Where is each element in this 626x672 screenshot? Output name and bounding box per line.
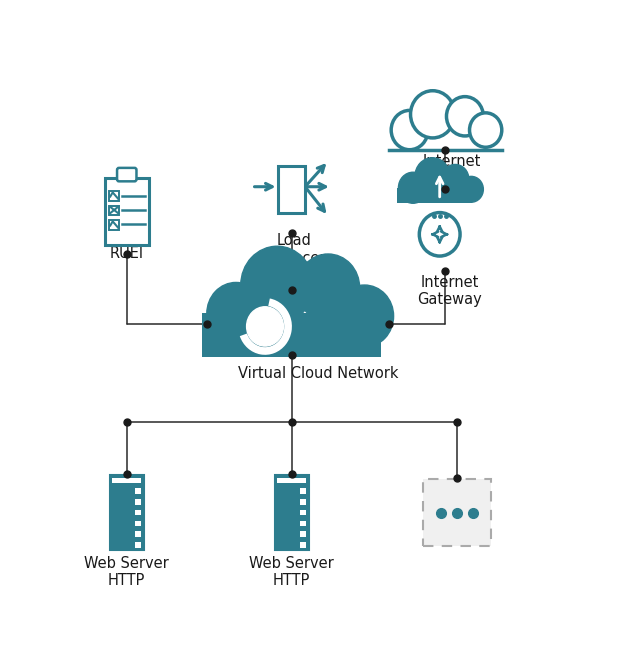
Circle shape xyxy=(415,158,450,195)
Circle shape xyxy=(446,97,483,136)
Circle shape xyxy=(441,165,469,194)
Circle shape xyxy=(419,212,460,256)
FancyBboxPatch shape xyxy=(112,489,135,494)
FancyBboxPatch shape xyxy=(112,499,135,505)
Circle shape xyxy=(207,282,265,345)
FancyBboxPatch shape xyxy=(397,187,472,203)
FancyBboxPatch shape xyxy=(277,489,300,494)
FancyBboxPatch shape xyxy=(110,475,144,550)
FancyBboxPatch shape xyxy=(277,499,306,505)
FancyBboxPatch shape xyxy=(277,532,306,537)
Circle shape xyxy=(336,285,394,347)
FancyBboxPatch shape xyxy=(112,489,141,494)
Text: Internet
Gateway: Internet Gateway xyxy=(417,275,482,307)
Circle shape xyxy=(241,246,314,324)
FancyBboxPatch shape xyxy=(112,532,141,537)
FancyBboxPatch shape xyxy=(202,313,381,358)
Text: Load
Balancer: Load Balancer xyxy=(262,233,326,265)
FancyBboxPatch shape xyxy=(277,542,306,548)
FancyBboxPatch shape xyxy=(112,510,141,515)
FancyBboxPatch shape xyxy=(112,532,135,537)
Circle shape xyxy=(297,254,359,321)
FancyBboxPatch shape xyxy=(112,521,135,526)
Circle shape xyxy=(411,91,454,138)
Text: Virtual Cloud Network: Virtual Cloud Network xyxy=(238,366,399,381)
Text: Web Server
HTTP: Web Server HTTP xyxy=(249,556,334,588)
FancyBboxPatch shape xyxy=(112,478,141,483)
FancyBboxPatch shape xyxy=(277,478,306,483)
FancyBboxPatch shape xyxy=(112,542,141,548)
FancyBboxPatch shape xyxy=(279,166,305,212)
FancyBboxPatch shape xyxy=(275,475,309,550)
FancyBboxPatch shape xyxy=(117,168,136,181)
FancyBboxPatch shape xyxy=(277,532,300,537)
Circle shape xyxy=(247,306,284,346)
FancyBboxPatch shape xyxy=(112,510,135,515)
FancyBboxPatch shape xyxy=(112,499,141,505)
FancyBboxPatch shape xyxy=(109,192,120,201)
FancyBboxPatch shape xyxy=(112,542,135,548)
FancyBboxPatch shape xyxy=(112,521,141,526)
FancyBboxPatch shape xyxy=(105,178,148,245)
Text: RUEI: RUEI xyxy=(110,246,144,261)
FancyBboxPatch shape xyxy=(277,510,306,515)
FancyBboxPatch shape xyxy=(277,510,300,515)
FancyBboxPatch shape xyxy=(277,489,306,494)
FancyBboxPatch shape xyxy=(277,542,300,548)
FancyBboxPatch shape xyxy=(109,206,120,215)
Circle shape xyxy=(398,172,428,203)
FancyBboxPatch shape xyxy=(277,499,300,505)
FancyBboxPatch shape xyxy=(277,521,300,526)
FancyBboxPatch shape xyxy=(389,128,486,150)
Text: Web Server
HTTP: Web Server HTTP xyxy=(85,556,169,588)
Circle shape xyxy=(459,176,483,202)
Text: Internet: Internet xyxy=(423,154,481,169)
FancyBboxPatch shape xyxy=(423,479,491,546)
FancyBboxPatch shape xyxy=(277,521,306,526)
Circle shape xyxy=(470,113,502,147)
Circle shape xyxy=(391,110,428,150)
FancyBboxPatch shape xyxy=(109,220,120,230)
